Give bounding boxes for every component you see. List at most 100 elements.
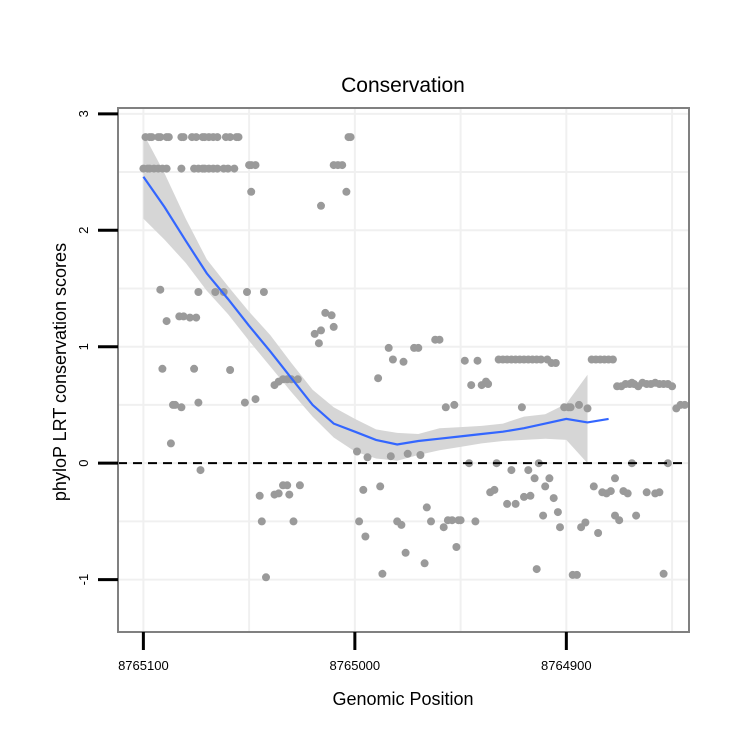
data-point xyxy=(668,382,677,391)
x-tick-label: 8765100 xyxy=(118,658,169,673)
data-point xyxy=(427,517,435,526)
data-point xyxy=(403,449,412,458)
y-tick-label: -1 xyxy=(76,574,91,586)
data-point xyxy=(450,400,459,409)
data-point xyxy=(251,161,260,170)
data-point xyxy=(147,133,156,142)
data-point xyxy=(397,520,406,529)
data-point xyxy=(388,355,397,364)
data-point xyxy=(663,459,672,468)
data-point xyxy=(549,494,558,503)
data-point xyxy=(655,488,664,497)
data-point xyxy=(632,511,641,520)
data-point xyxy=(420,559,429,568)
data-point xyxy=(156,133,165,142)
data-point xyxy=(642,488,651,497)
data-point xyxy=(384,343,393,352)
data-point xyxy=(376,482,385,491)
data-point xyxy=(310,329,319,338)
data-point xyxy=(192,313,201,322)
panel-border xyxy=(117,107,690,633)
data-point xyxy=(179,133,188,142)
data-point xyxy=(507,466,516,475)
data-point xyxy=(589,482,598,491)
data-point xyxy=(247,187,256,196)
data-point xyxy=(194,288,203,296)
data-point xyxy=(162,317,171,326)
data-point xyxy=(353,447,361,456)
y-tick-label: 0 xyxy=(76,460,91,467)
data-point xyxy=(314,339,323,348)
data-point xyxy=(575,400,583,409)
data-point xyxy=(503,499,512,508)
data-point xyxy=(551,359,560,367)
data-point xyxy=(456,516,465,525)
data-point xyxy=(416,451,425,459)
data-point xyxy=(448,516,457,525)
data-point xyxy=(439,523,448,532)
data-point xyxy=(162,164,171,173)
data-point xyxy=(452,543,461,551)
data-point xyxy=(243,288,251,296)
data-point xyxy=(192,133,201,142)
data-point xyxy=(606,487,615,496)
data-point xyxy=(363,453,372,462)
data-point xyxy=(342,187,351,196)
data-point xyxy=(283,481,292,490)
data-point xyxy=(608,355,617,364)
data-point xyxy=(422,503,431,512)
data-point xyxy=(511,499,520,508)
data-point xyxy=(213,164,222,173)
data-point xyxy=(177,403,186,412)
data-point xyxy=(295,481,304,490)
data-point xyxy=(471,517,480,526)
data-point xyxy=(166,439,175,448)
data-point xyxy=(524,466,533,475)
data-point xyxy=(467,381,476,390)
data-point xyxy=(234,133,243,142)
data-point xyxy=(386,452,395,461)
data-point xyxy=(156,285,165,294)
data-point xyxy=(490,485,499,494)
data-point xyxy=(327,311,336,320)
data-point xyxy=(211,288,220,296)
data-point xyxy=(526,491,535,500)
y-tick-label: 2 xyxy=(76,227,91,234)
data-point xyxy=(530,474,539,483)
data-point xyxy=(566,403,575,412)
data-point xyxy=(226,366,235,374)
data-point xyxy=(251,395,260,404)
data-point xyxy=(541,482,550,491)
x-axis: 8765100 8765000 8764900 xyxy=(118,632,592,673)
data-point xyxy=(171,400,180,409)
data-point xyxy=(317,326,325,335)
data-point xyxy=(615,516,624,525)
x-tick-label: 8765000 xyxy=(330,658,381,673)
data-point xyxy=(338,161,347,170)
data-point xyxy=(190,364,199,373)
data-point xyxy=(224,164,232,173)
data-point xyxy=(158,364,167,373)
data-point xyxy=(230,164,239,173)
data-point xyxy=(164,133,173,142)
data-point xyxy=(399,357,408,366)
data-point xyxy=(317,201,325,210)
data-point xyxy=(255,491,264,500)
data-point xyxy=(611,474,619,483)
data-point xyxy=(355,517,364,526)
data-point xyxy=(274,489,283,498)
data-point xyxy=(196,466,205,475)
data-point xyxy=(556,523,564,532)
data-point xyxy=(517,403,526,412)
data-point xyxy=(537,355,545,364)
data-point xyxy=(194,398,203,407)
data-point xyxy=(177,164,186,173)
y-tick-label: 1 xyxy=(76,343,91,350)
data-point xyxy=(520,492,528,501)
data-point xyxy=(460,356,469,365)
confidence-ribbon-layer xyxy=(143,133,588,464)
data-point xyxy=(484,380,493,388)
data-point xyxy=(659,569,668,578)
data-point xyxy=(680,400,689,409)
